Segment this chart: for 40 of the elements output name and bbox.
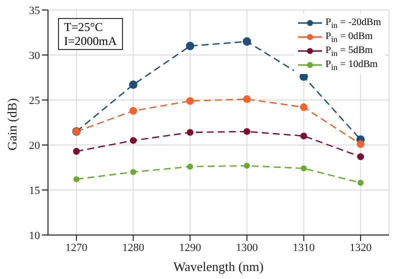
legend-label: P$_{in}$ = 0dBm [326, 30, 373, 44]
point [186, 42, 194, 50]
point [73, 176, 80, 182]
annotation: T=25°C [64, 20, 104, 34]
point [300, 165, 307, 172]
point [357, 153, 364, 160]
point [300, 132, 308, 140]
point [186, 129, 194, 136]
legend-label: P$_{in}$ = 10dBm [326, 58, 378, 72]
point [129, 80, 138, 89]
y-axis-title: Gain (dB) [4, 98, 20, 150]
legend-label: P$_{in}$ = 5dBm [326, 44, 373, 58]
point [129, 107, 138, 115]
point [130, 137, 137, 144]
y-tick-label: 25 [29, 94, 40, 107]
y-tick-label: 20 [29, 140, 40, 152]
point [73, 148, 80, 155]
point [300, 103, 308, 111]
point [244, 128, 250, 135]
x-tick-label: 1300 [236, 242, 258, 254]
point [187, 164, 194, 170]
point [243, 95, 251, 103]
x-tick-label: 1290 [179, 242, 202, 254]
point [358, 180, 364, 186]
y-tick-label: 30 [29, 50, 40, 62]
point [244, 162, 250, 169]
point [130, 169, 136, 175]
point [186, 97, 194, 105]
x-tick-label: 1280 [122, 242, 145, 254]
x-axis-title: Wavelength (nm) [173, 259, 264, 274]
x-tick-label: 1270 [65, 242, 88, 254]
y-tick-label: 10 [29, 230, 40, 242]
x-tick-label: 1320 [350, 242, 372, 254]
annotation: I=2000mA [64, 34, 117, 48]
point [242, 37, 252, 46]
y-tick-label: 35 [29, 4, 40, 17]
y-tick-label: 15 [29, 184, 40, 197]
legend-label: P$_{in}$ = -20dBm [326, 16, 381, 30]
x-tick-label: 1310 [292, 242, 316, 254]
point [356, 140, 364, 148]
